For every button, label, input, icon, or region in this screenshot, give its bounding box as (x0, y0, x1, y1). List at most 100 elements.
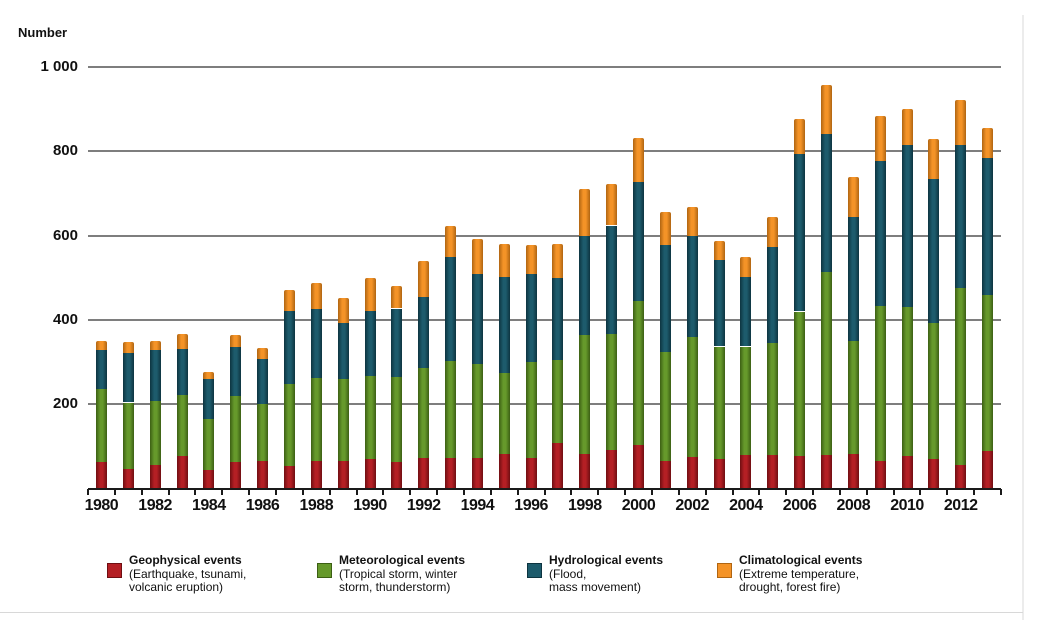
bar-2009-segment-meteorological (874, 305, 886, 462)
bar-2010-segment-meteorological (901, 306, 913, 456)
bar-2005-segment-meteorological (767, 343, 779, 456)
bar-1984-segment-geophysical (203, 469, 215, 489)
bar-1983-segment-hydrological (176, 349, 188, 396)
legend-item-label: Meteorological events (339, 553, 466, 567)
bar-2005-segment-climatological (767, 217, 779, 247)
bar-2009-segment-geophysical (874, 461, 886, 489)
bar-1981-segment-hydrological (122, 353, 134, 403)
x-axis-tick (516, 488, 519, 495)
x-axis-tick (113, 488, 116, 495)
x-axis-tick (382, 488, 385, 495)
bar-2009-segment-hydrological (874, 161, 886, 306)
legend-swatch (107, 563, 122, 578)
legend-item-sublabel: storm, thunderstorm) (339, 580, 451, 594)
bar-1981-segment-meteorological (122, 402, 134, 469)
legend-text: Climatological events (Extreme temperatur… (739, 553, 863, 595)
bar-1985-segment-hydrological (230, 347, 242, 396)
bar-2005-segment-hydrological (767, 246, 779, 344)
bar-1994-segment-meteorological (471, 363, 483, 458)
legend-item-sublabel: drought, forest fire) (739, 580, 841, 594)
bar-2003-segment-geophysical (713, 458, 725, 489)
bar-1985-segment-meteorological (230, 395, 242, 462)
bar-1987-segment-climatological (283, 290, 295, 312)
x-axis-tick (87, 488, 89, 495)
bar-1980-segment-meteorological (95, 388, 107, 462)
legend-text: Meteorological events (Tropical storm, wi… (339, 553, 466, 595)
bar-1995-segment-geophysical (498, 454, 510, 489)
bar-2009-segment-climatological (874, 115, 886, 162)
bar-1998-segment-geophysical (579, 454, 591, 489)
bar-2000-segment-hydrological (633, 182, 644, 302)
legend-item-sublabel: (Flood, (549, 566, 587, 581)
bar-2001-segment-climatological (659, 211, 671, 246)
bar-1993-segment-hydrological (445, 257, 456, 361)
x-axis-tick-label: 1990 (353, 497, 387, 514)
bar-1989-segment-meteorological (337, 378, 349, 462)
bar-1988-segment-hydrological (310, 308, 322, 378)
bar-1982-segment-climatological (149, 340, 161, 350)
x-axis-tick (328, 488, 331, 495)
page-right-border (1022, 15, 1024, 620)
bar-1996-segment-meteorological (525, 362, 537, 458)
bar-1996-segment-hydrological (525, 274, 537, 363)
bar-2010-segment-climatological (901, 108, 913, 146)
x-axis-tick (543, 488, 546, 495)
x-axis-tick (167, 488, 170, 495)
legend-swatch (317, 563, 332, 578)
bar-2007-segment-hydrological (821, 133, 832, 273)
x-axis-tick (838, 488, 841, 495)
bar-2012-segment-climatological (955, 99, 967, 145)
bar-1994-segment-hydrological (471, 273, 483, 364)
bar-1984-segment-climatological (203, 372, 215, 380)
x-axis-tick (1000, 488, 1002, 495)
bar-2010-segment-hydrological (901, 145, 913, 307)
bar-2004-segment-climatological (740, 257, 752, 277)
bar-2008-segment-climatological (847, 177, 859, 217)
bar-1991-segment-hydrological (391, 308, 403, 377)
bar-2007-segment-climatological (821, 84, 832, 134)
bar-1987-segment-meteorological (283, 383, 295, 466)
x-axis-tick-label: 2002 (675, 497, 709, 514)
bar-1999-segment-climatological (606, 183, 618, 226)
x-axis-tick (946, 488, 949, 495)
bar-1998-segment-climatological (579, 188, 591, 237)
bar-1992-segment-geophysical (418, 457, 430, 489)
bar-2008-segment-hydrological (847, 217, 859, 341)
bar-2000-segment-geophysical (633, 445, 644, 489)
bar-1992-segment-meteorological (418, 368, 430, 458)
bar-2012-segment-geophysical (955, 465, 967, 489)
x-axis-tick (731, 488, 734, 495)
bar-1999-segment-hydrological (606, 225, 618, 334)
legend-text: Hydrological events (Flood, mass movement) (549, 553, 663, 595)
bar-1997-segment-hydrological (552, 277, 564, 360)
x-axis-tick-label: 1980 (84, 497, 119, 514)
legend-item-label: Climatological events (739, 553, 863, 567)
x-axis-tick (301, 488, 304, 495)
bar-2006-segment-hydrological (794, 153, 806, 312)
legend-swatch (527, 563, 542, 578)
bar-2004-segment-meteorological (740, 346, 752, 456)
bar-2001-segment-meteorological (659, 351, 671, 461)
x-axis-tick (892, 488, 895, 495)
bar-1986-segment-meteorological (257, 403, 268, 462)
bar-2011-segment-climatological (928, 138, 940, 180)
legend-item-sublabel: volcanic eruption) (129, 580, 224, 594)
x-axis-tick (436, 488, 439, 495)
bar-1992-segment-climatological (418, 261, 430, 297)
x-axis-tick (194, 488, 197, 495)
bar-1995-segment-meteorological (498, 373, 510, 455)
bar-1996-segment-climatological (525, 244, 537, 275)
bar-2013-segment-meteorological (982, 294, 994, 451)
bar-1991-segment-climatological (391, 286, 403, 309)
bar-1984-segment-meteorological (203, 419, 215, 470)
x-axis-tick-label: 2010 (890, 497, 924, 514)
gridline-200 (88, 403, 1001, 406)
bar-2011-segment-hydrological (928, 179, 940, 323)
gridline-400 (88, 318, 1001, 321)
legend-item-sublabel: (Tropical storm, winter (339, 566, 458, 581)
legend-item-sublabel: (Earthquake, tsunami, (129, 566, 247, 581)
bar-1993-segment-climatological (445, 225, 456, 258)
bar-1986-segment-climatological (257, 347, 268, 359)
bar-1980-segment-hydrological (95, 350, 107, 389)
bar-2004-segment-hydrological (740, 276, 752, 347)
